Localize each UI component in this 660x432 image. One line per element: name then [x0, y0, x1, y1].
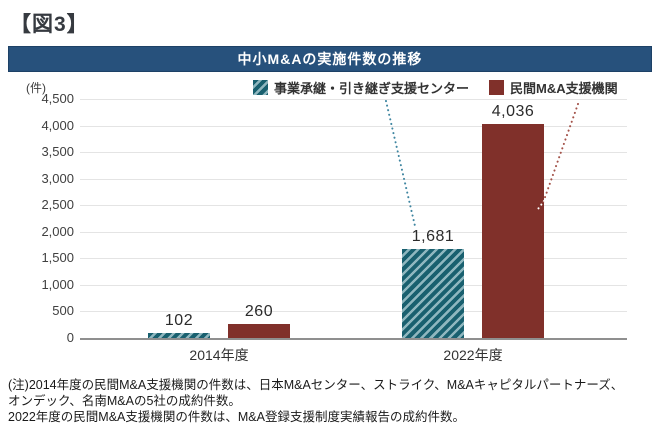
chart-title: 中小M&Aの実施件数の推移 — [237, 51, 423, 67]
y-axis-tick-label: 4,000 — [41, 117, 74, 133]
legend-swatch-solid-icon — [489, 79, 505, 95]
y-axis-tick-label: 3,000 — [41, 170, 74, 186]
bar-value-label: 4,036 — [491, 103, 535, 120]
figure-label: 【図3】 — [10, 13, 89, 36]
gridline — [80, 231, 627, 233]
y-axis-tick-label: 1,500 — [41, 250, 74, 266]
gridline — [80, 152, 627, 154]
footnote-line-2: オンデック、名南M&Aの5社の成約件数。 — [8, 394, 241, 408]
legend-swatch-hatched-icon — [253, 79, 268, 95]
y-axis-tick-label: 4,500 — [41, 91, 74, 106]
y-axis-tick-label: 2,500 — [41, 197, 74, 213]
gridline — [80, 205, 627, 207]
legend-item-support-center: 事業承継・引き継ぎ支援センター — [253, 78, 469, 97]
bar-segment — [482, 124, 544, 338]
footnote: (注)2014年度の民間M&A支援機関の件数は、日本M&Aセンター、ストライク、… — [8, 377, 656, 425]
gridline — [80, 99, 627, 100]
y-axis-tick-label: 500 — [52, 303, 74, 319]
legend-item-private-org: 民間M&A支援機関 — [489, 78, 618, 97]
gridline — [80, 125, 627, 127]
bar-segment — [148, 333, 210, 338]
chart-legend: 事業承継・引き継ぎ支援センター 民間M&A支援機関 — [253, 78, 618, 97]
y-axis-unit-label: (件) — [26, 81, 46, 95]
chart-title-bar: 中小M&Aの実施件数の推移 — [8, 46, 652, 72]
y-axis-tick-label: 1,000 — [41, 276, 74, 292]
bar-value-label: 102 — [164, 312, 194, 329]
bar-value-label: 260 — [244, 303, 274, 320]
gridline — [80, 284, 627, 286]
gridline — [80, 178, 627, 180]
y-axis-tick-label: 3,500 — [41, 144, 74, 160]
x-axis-label: 2022年度 — [443, 347, 503, 363]
y-axis-tick-label: 0 — [66, 330, 74, 345]
legend-label-support-center: 事業承継・引き継ぎ支援センター — [274, 80, 470, 96]
x-axis-label: 2014年度 — [189, 347, 249, 363]
gridline — [80, 258, 627, 260]
gridline — [80, 311, 627, 313]
footnote-line-3: 2022年度の民間M&A支援機関の件数は、M&A登録支援制度実績報告の成約件数。 — [8, 410, 465, 424]
bar-segment — [228, 324, 290, 338]
bar-segment — [402, 249, 464, 338]
y-axis-tick-label: 2,000 — [41, 223, 74, 239]
bar-value-label: 1,681 — [411, 228, 455, 245]
plot-area: 102 260 2014年度 1,681 4,036 2022年度 — [80, 99, 627, 363]
legend-label-private-org: 民間M&A支援機関 — [510, 80, 618, 96]
footnote-line-1: (注)2014年度の民間M&A支援機関の件数は、日本M&Aセンター、ストライク、… — [8, 378, 624, 392]
